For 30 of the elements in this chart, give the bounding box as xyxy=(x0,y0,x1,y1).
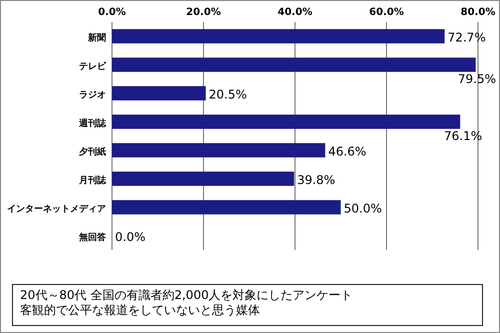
bar xyxy=(112,86,206,100)
data-label: 79.5% xyxy=(458,72,496,86)
bar xyxy=(112,143,326,158)
data-label: 0.0% xyxy=(115,230,146,244)
text: 客観的で公平な報道をしていないと思う媒体 xyxy=(20,303,260,317)
text: 20代～80代 全国の有識者約2,000人を対象にしたアンケート xyxy=(20,288,353,302)
y-tick-label: ラジオ xyxy=(79,90,106,100)
bar xyxy=(112,114,460,129)
data-label: 39.8% xyxy=(297,172,336,187)
y-tick-label: インターネットメディア xyxy=(7,203,106,214)
y-tick-label: 週刊誌 xyxy=(78,118,107,129)
y-tick-label: 新聞 xyxy=(87,32,106,44)
y-tick-label: 月刊誌 xyxy=(78,174,107,186)
x-tick-label: 0.0% xyxy=(98,7,126,18)
x-tick-label: 40.0% xyxy=(278,7,312,18)
data-label: 20.5% xyxy=(208,87,247,102)
bar xyxy=(112,29,445,44)
data-label: 50.0% xyxy=(344,201,382,216)
x-tick-label: 60.0% xyxy=(369,7,404,18)
y-tick-label: テレビ xyxy=(79,60,107,72)
x-tick-label: 20.0% xyxy=(186,7,221,18)
x-tick-label: 80.0% xyxy=(460,7,496,18)
bar xyxy=(112,172,294,186)
bar xyxy=(112,200,341,214)
y-tick-label: 無回答 xyxy=(78,232,107,243)
data-label: 46.6% xyxy=(328,144,366,158)
bar xyxy=(112,58,476,72)
data-label: 76.1% xyxy=(444,128,482,143)
y-tick-label: 夕刊紙 xyxy=(78,146,106,158)
data-label: 72.7% xyxy=(448,30,486,44)
